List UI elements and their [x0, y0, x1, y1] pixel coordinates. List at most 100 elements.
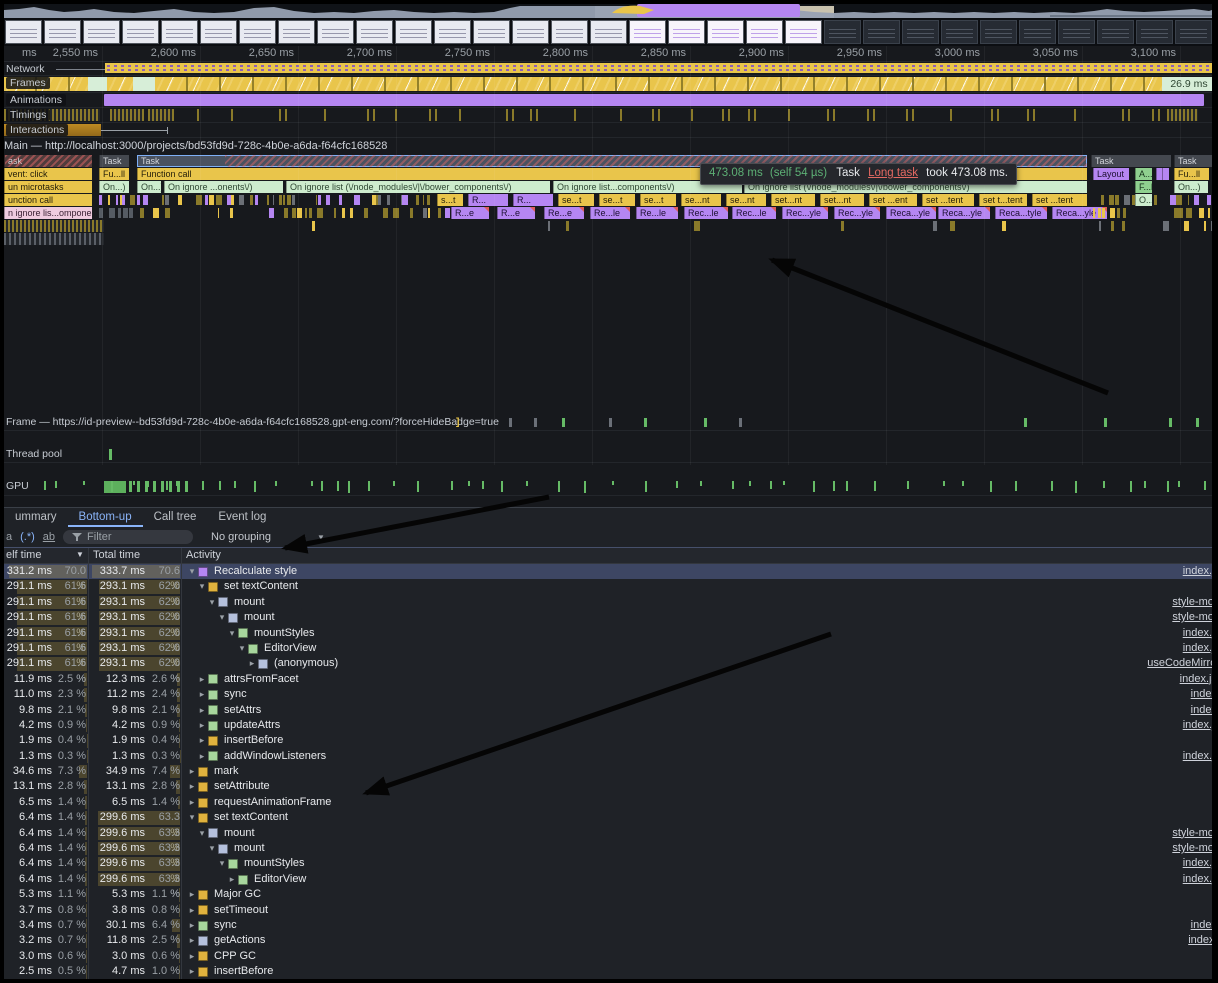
table-row[interactable]: 11.0 ms 2.3 % 11.2 ms 2.4 % ▸ sync index.: [4, 687, 1212, 702]
caret-collapsed-icon[interactable]: ▸: [189, 766, 195, 777]
caret-collapsed-icon[interactable]: ▸: [199, 735, 205, 746]
caret-collapsed-icon[interactable]: ▸: [189, 966, 195, 977]
activity-name[interactable]: attrsFromFacet: [224, 672, 299, 685]
table-row[interactable]: 4.2 ms 0.9 % 4.2 ms 0.9 % ▸ updateAttrs index.…: [4, 718, 1212, 733]
column-separator[interactable]: [88, 548, 89, 979]
filmstrip-screenshot[interactable]: [1058, 20, 1095, 44]
flame-bar[interactable]: Task: [1174, 155, 1218, 167]
filmstrip-screenshot[interactable]: [1175, 20, 1212, 44]
flame-bar[interactable]: Layout: [1093, 168, 1129, 180]
caret-expanded-icon[interactable]: ▾: [239, 642, 245, 653]
table-row[interactable]: 6.4 ms 1.4 % 299.6 ms 63.3 % ▾ mountStyles ind…: [4, 856, 1212, 884]
flame-bar[interactable]: unction call: [4, 194, 92, 206]
source-link[interactable]: index.js: [1182, 564, 1212, 577]
caret-collapsed-icon[interactable]: ▸: [249, 658, 255, 669]
flame-bar[interactable]: Rec...le: [732, 207, 776, 219]
activity-name[interactable]: mount: [244, 611, 275, 624]
filmstrip-screenshot[interactable]: [356, 20, 393, 44]
animations-track[interactable]: Animations: [4, 93, 1212, 108]
activity-name[interactable]: sync: [224, 688, 247, 701]
table-row[interactable]: 291.1 ms 61.6 % 293.1 ms 62.0 % ▸ (anonymous)…: [4, 656, 1212, 684]
filmstrip-screenshot[interactable]: [44, 20, 81, 44]
network-track[interactable]: Network: [4, 62, 1212, 76]
caret-expanded-icon[interactable]: ▾: [189, 812, 195, 823]
filmstrip-screenshot[interactable]: [590, 20, 627, 44]
table-row[interactable]: 6.4 ms 1.4 % 299.6 ms 63.3 % ▾ set textConten…: [4, 810, 1212, 839]
caret-collapsed-icon[interactable]: ▸: [199, 719, 205, 730]
table-row[interactable]: 34.6 ms 7.3 % 34.9 ms 7.4 % ▸ mark: [4, 764, 1212, 779]
caret-expanded-icon[interactable]: ▾: [199, 827, 205, 838]
activity-name[interactable]: mount: [234, 842, 265, 855]
filmstrip-screenshot[interactable]: [161, 20, 198, 44]
column-separator[interactable]: [181, 548, 182, 979]
self-sort-icon[interactable]: ▼: [76, 550, 84, 559]
flame-bar[interactable]: R...: [468, 194, 508, 206]
caret-collapsed-icon[interactable]: ▸: [189, 904, 195, 915]
animation-bar[interactable]: [104, 94, 1204, 106]
source-link[interactable]: index.j: [1188, 934, 1212, 947]
flame-bar[interactable]: On...): [137, 181, 161, 193]
interactions-track[interactable]: Interactions: [4, 123, 1212, 138]
filmstrip-screenshot[interactable]: [122, 20, 159, 44]
activity-name[interactable]: setAttribute: [214, 780, 270, 793]
source-link[interactable]: index.: [1190, 918, 1212, 931]
filmstrip-screenshot[interactable]: [278, 20, 315, 44]
table-row[interactable]: 331.2 ms 70.0 % 333.7 ms 70.6 % ▾ Recalculate…: [4, 564, 1212, 592]
table-row[interactable]: 2.5 ms 0.5 % 4.7 ms 1.0 % ▸ insertBefore: [4, 964, 1212, 979]
table-row[interactable]: 11.9 ms 2.5 % 12.3 ms 2.6 % ▸ attrsFromFacet i…: [4, 672, 1212, 687]
flame-bar[interactable]: F...l: [1135, 181, 1152, 193]
flame-bar[interactable]: On ignore list (\/node_modules\/|\/bower…: [286, 181, 550, 193]
activity-name[interactable]: sync: [214, 918, 237, 931]
filmstrip-screenshot[interactable]: [668, 20, 705, 44]
thread-pool-track[interactable]: Thread pool: [4, 447, 1212, 463]
activity-name[interactable]: setAttrs: [224, 703, 262, 716]
source-link[interactable]: index.js: [1182, 718, 1212, 731]
activity-name[interactable]: (anonymous): [274, 657, 339, 670]
flame-bar[interactable]: se...t: [558, 194, 594, 206]
flame-bar[interactable]: R...e: [451, 207, 489, 219]
table-row[interactable]: 9.8 ms 2.1 % 9.8 ms 2.1 % ▸ setAttrs index,: [4, 703, 1212, 718]
tab-event-log[interactable]: Event log: [218, 511, 267, 523]
match-case-icon[interactable]: a: [6, 531, 13, 543]
tab-ummary[interactable]: ummary: [15, 511, 57, 523]
table-row[interactable]: 5.3 ms 1.1 % 5.3 ms 1.1 % ▸ Major GC: [4, 887, 1212, 902]
activity-name[interactable]: updateAttrs: [224, 718, 281, 731]
filmstrip-screenshot[interactable]: [863, 20, 900, 44]
caret-expanded-icon[interactable]: ▾: [189, 566, 195, 576]
caret-expanded-icon[interactable]: ▾: [219, 612, 225, 623]
table-row[interactable]: 291.1 ms 61.6 % 293.1 ms 62.0 % ▾ set textCon…: [4, 579, 1212, 608]
table-row[interactable]: 291.1 ms 61.6 % 293.1 ms 62.0 % ▾ mount style-…: [4, 595, 1212, 623]
filmstrip-screenshot[interactable]: [1097, 20, 1134, 44]
flame-bar[interactable]: se...nt: [726, 194, 766, 206]
flame-bar[interactable]: set t...tent: [979, 194, 1027, 206]
grouping-select[interactable]: No grouping ▼: [211, 531, 325, 543]
flame-bar[interactable]: set ...ent: [869, 194, 917, 206]
tooltip-long-task-link[interactable]: Long task: [868, 167, 918, 179]
filmstrip-screenshot[interactable]: [395, 20, 432, 44]
caret-collapsed-icon[interactable]: ▸: [229, 873, 235, 884]
flame-bar[interactable]: n ignore lis...omponents\/): [4, 207, 92, 219]
flame-bar[interactable]: [1156, 168, 1163, 180]
table-row[interactable]: 1.9 ms 0.4 % 1.9 ms 0.4 % ▸ insertBefore: [4, 733, 1212, 748]
flame-bar[interactable]: un microtasks: [4, 181, 92, 193]
filmstrip-screenshot[interactable]: [902, 20, 939, 44]
activity-name[interactable]: addWindowListeners: [224, 749, 327, 762]
frame-duration-badge[interactable]: 26.9 ms: [1162, 77, 1216, 91]
flame-bar[interactable]: set ...tent: [922, 194, 974, 206]
filmstrip-screenshot[interactable]: [707, 20, 744, 44]
caret-collapsed-icon[interactable]: ▸: [199, 673, 205, 684]
filmstrip-screenshot[interactable]: [941, 20, 978, 44]
source-link[interactable]: index.: [1190, 688, 1212, 701]
total-time-header[interactable]: Total time: [93, 549, 141, 561]
table-row[interactable]: 6.4 ms 1.4 % 299.6 ms 63.3 % ▸ EditorView inde…: [4, 872, 1212, 900]
frame-segment[interactable]: [155, 77, 1162, 91]
filmstrip-screenshot[interactable]: [473, 20, 510, 44]
table-row[interactable]: 3.0 ms 0.6 % 3.0 ms 0.6 % ▸ CPP GC: [4, 949, 1212, 964]
filmstrip-screenshot[interactable]: [200, 20, 237, 44]
caret-expanded-icon[interactable]: ▾: [199, 581, 205, 592]
filter-input[interactable]: Filter: [63, 530, 194, 544]
flame-bar[interactable]: Reca...yle: [886, 207, 936, 219]
activity-name[interactable]: getActions: [214, 934, 266, 947]
flame-bar[interactable]: s...t: [437, 194, 463, 206]
source-link[interactable]: style-mod: [1172, 595, 1212, 608]
